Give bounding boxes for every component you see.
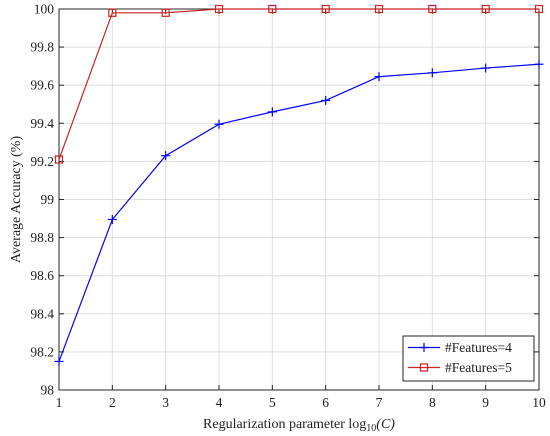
legend-label: #Features=4 [445, 340, 512, 355]
y-tick-label: 98 [41, 383, 55, 398]
square-marker [419, 363, 429, 372]
plus-marker [419, 343, 429, 352]
square-marker [54, 155, 64, 164]
x-tick-label: 10 [532, 395, 546, 410]
plus-marker [321, 95, 331, 105]
y-tick-label: 98.2 [30, 344, 54, 359]
y-tick-label: 99.8 [30, 40, 54, 55]
y-tick-label: 98.6 [30, 268, 54, 283]
plus-marker [161, 151, 171, 161]
plus-marker [427, 68, 437, 78]
series-line [58, 63, 540, 362]
x-tick-label: 4 [216, 395, 223, 410]
x-tick-label: 1 [56, 395, 63, 410]
axis-ticks: 1 2 3 4 5 6 7 8 9 10 98 98.2 98.4 98.6 98.8 99 99.2 99.4 9… [30, 2, 546, 411]
plus-marker [267, 107, 277, 117]
square-marker [374, 4, 384, 14]
square-marker [108, 8, 117, 17]
square-marker [214, 4, 224, 14]
x-tick-label: 9 [482, 395, 489, 410]
square-marker [534, 4, 544, 14]
square-marker [161, 8, 170, 17]
square-marker [428, 4, 437, 14]
x-axis-label-subscript: 10 [366, 423, 376, 434]
x-axis-label-prefix: Regularization parameter log [203, 417, 366, 432]
x-tick-label: 6 [322, 395, 329, 410]
x-tick-label: 2 [109, 395, 116, 410]
x-tick-label: 5 [269, 395, 276, 410]
x-tick-label: 8 [429, 395, 436, 410]
y-tick-label: 99.6 [30, 78, 54, 93]
legend-entry-1: #Features=4 [408, 340, 512, 355]
plus-marker [534, 59, 544, 69]
y-tick-label: 98.4 [30, 306, 54, 321]
x-tick-label: 3 [162, 395, 169, 410]
series-line [58, 8, 539, 160]
y-tick-label: 99.4 [30, 116, 54, 131]
series-layer [54, 4, 544, 366]
square-marker [321, 4, 330, 14]
x-axis-label: Regularization parameter log10(C) [203, 417, 395, 434]
plus-marker [481, 63, 491, 73]
x-tick-label: 7 [376, 395, 383, 410]
plus-marker [374, 72, 384, 82]
square-marker [268, 4, 277, 14]
series-1 [54, 59, 544, 366]
plus-marker [107, 215, 117, 225]
y-tick-label: 100 [34, 2, 55, 17]
y-axis-label: Average Accuracy (%) [9, 136, 24, 264]
x-axis-label-argument: (C) [376, 417, 395, 432]
legend-box [402, 335, 535, 382]
legend-label: #Features=5 [445, 360, 512, 375]
square-marker [481, 4, 490, 14]
y-tick-label: 99 [41, 192, 55, 207]
y-tick-label: 99.2 [30, 154, 54, 169]
y-tick-label: 98.8 [30, 230, 54, 245]
plus-marker [54, 356, 64, 366]
legend: #Features=4 #Features=5 [402, 335, 535, 382]
series-2 [54, 4, 544, 164]
legend-entry-2: #Features=5 [408, 360, 512, 375]
plus-marker [214, 119, 224, 129]
